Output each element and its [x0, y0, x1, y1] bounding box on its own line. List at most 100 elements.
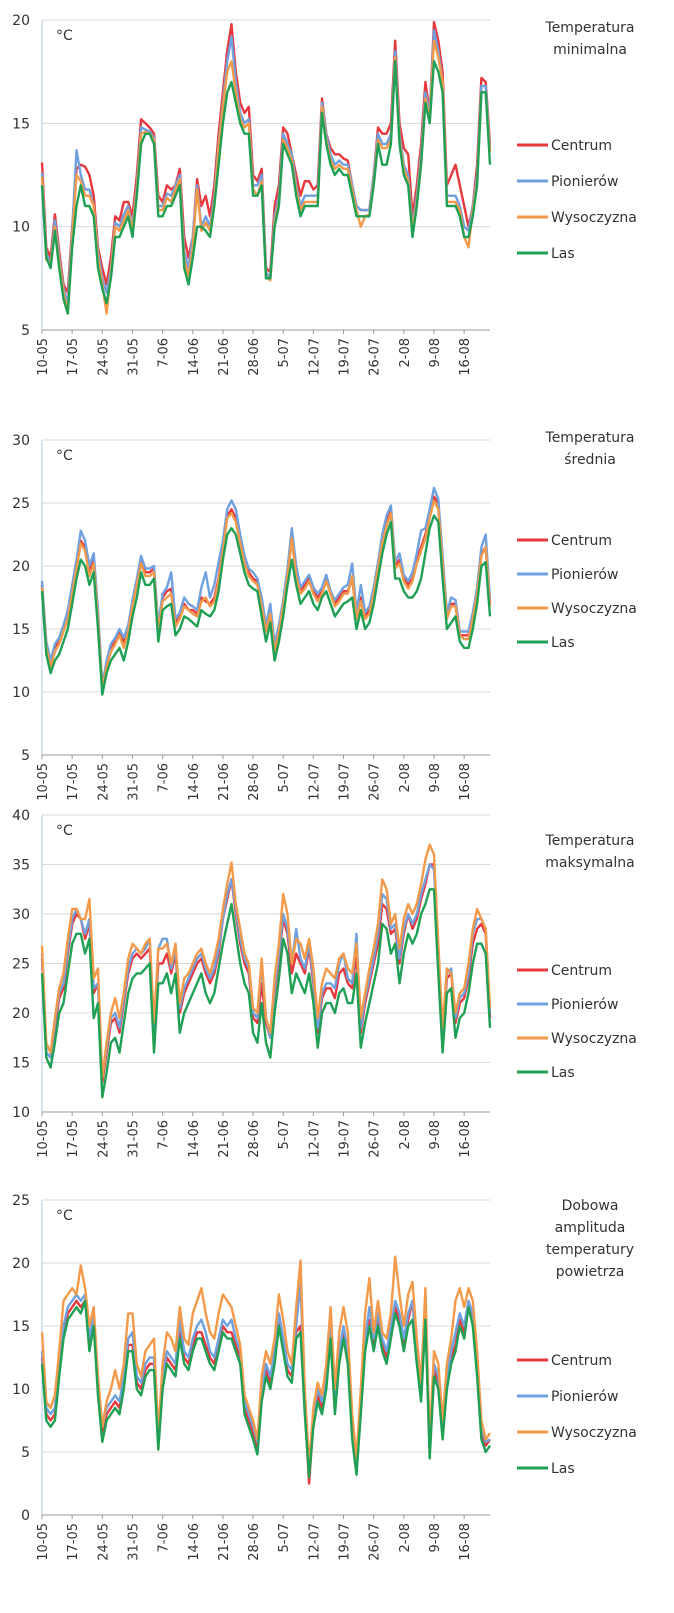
x-tick-label: 7-06 [157, 338, 172, 368]
y-tick-label: 5 [21, 748, 30, 764]
x-tick-label: 14-06 [187, 763, 202, 801]
x-tick-label: 21-06 [217, 338, 232, 376]
x-tick-label: 5-07 [277, 763, 292, 793]
legend-label: Las [551, 246, 575, 262]
x-tick-label: 19-07 [338, 1523, 353, 1561]
x-tick-label: 21-06 [217, 1523, 232, 1561]
y-tick-label: 40 [12, 808, 30, 824]
x-tick-label: 26-07 [368, 338, 383, 376]
legend-label: Pionierów [551, 567, 618, 583]
legend-label: Centrum [551, 963, 612, 979]
chart-title: Temperatura [545, 833, 635, 849]
chart-title: maksymalna [545, 855, 634, 871]
x-tick-label: 21-06 [217, 1120, 232, 1158]
x-tick-label: 7-06 [157, 1523, 172, 1553]
legend-label: Centrum [551, 533, 612, 549]
x-tick-label: 17-05 [66, 1523, 81, 1561]
x-tick-label: 28-06 [247, 1120, 262, 1158]
x-tick-label: 10-05 [36, 763, 51, 801]
chart-title: Temperatura [545, 430, 635, 446]
x-tick-label: 7-06 [157, 1120, 172, 1150]
x-tick-label: 12-07 [307, 1523, 322, 1561]
y-tick-label: 20 [12, 1256, 30, 1272]
chart-title: amplituda [555, 1220, 626, 1236]
x-tick-label: 10-05 [36, 338, 51, 376]
x-tick-label: 24-05 [96, 1120, 111, 1158]
y-tick-label: 25 [12, 496, 30, 512]
x-tick-label: 7-06 [157, 763, 172, 793]
chart-title: powietrza [556, 1264, 625, 1280]
x-tick-label: 24-05 [96, 1523, 111, 1561]
x-tick-label: 12-07 [307, 763, 322, 801]
legend-label: Pionierów [551, 1389, 618, 1405]
unit-label: °C [56, 448, 73, 464]
unit-label: °C [56, 28, 73, 44]
y-tick-label: 15 [12, 1319, 30, 1335]
x-tick-label: 9-08 [428, 1523, 443, 1553]
x-tick-label: 2-08 [398, 1120, 413, 1150]
chart-title: Dobowa [562, 1198, 619, 1214]
unit-label: °C [56, 1208, 73, 1224]
x-tick-label: 9-08 [428, 338, 443, 368]
legend-label: Pionierów [551, 997, 618, 1013]
x-tick-label: 5-07 [277, 1120, 292, 1150]
legend-label: Centrum [551, 138, 612, 154]
x-tick-label: 17-05 [66, 338, 81, 376]
x-tick-label: 16-08 [458, 1120, 473, 1158]
x-tick-label: 19-07 [338, 1120, 353, 1158]
y-tick-label: 30 [12, 433, 30, 449]
x-tick-label: 2-08 [398, 338, 413, 368]
legend-label: Wysoczyzna [551, 1425, 637, 1441]
x-tick-label: 26-07 [368, 1523, 383, 1561]
y-tick-label: 20 [12, 13, 30, 29]
x-tick-label: 17-05 [66, 1120, 81, 1158]
y-tick-label: 0 [21, 1508, 30, 1524]
x-tick-label: 24-05 [96, 763, 111, 801]
y-tick-label: 30 [12, 907, 30, 923]
x-tick-label: 26-07 [368, 763, 383, 801]
x-tick-label: 12-07 [307, 1120, 322, 1158]
chart-title: Temperatura [545, 20, 635, 36]
x-tick-label: 28-06 [247, 763, 262, 801]
x-tick-label: 14-06 [187, 1120, 202, 1158]
y-tick-label: 35 [12, 858, 30, 874]
unit-label: °C [56, 823, 73, 839]
legend-label: Pionierów [551, 174, 618, 190]
x-tick-label: 2-08 [398, 763, 413, 793]
x-tick-label: 28-06 [247, 1523, 262, 1561]
x-tick-label: 21-06 [217, 763, 232, 801]
y-tick-label: 10 [12, 1382, 30, 1398]
x-tick-label: 14-06 [187, 1523, 202, 1561]
series-line [40, 499, 492, 691]
y-tick-label: 15 [12, 1056, 30, 1072]
legend-label: Las [551, 1065, 575, 1081]
legend-label: Wysoczyzna [551, 210, 637, 226]
x-tick-label: 28-06 [247, 338, 262, 376]
series-line [40, 60, 492, 315]
y-tick-label: 10 [12, 1105, 30, 1121]
y-tick-label: 20 [12, 1006, 30, 1022]
series-line [40, 843, 492, 1079]
legend-label: Centrum [551, 1353, 612, 1369]
x-tick-label: 19-07 [338, 763, 353, 801]
legend-label: Las [551, 635, 575, 651]
x-tick-label: 26-07 [368, 1120, 383, 1158]
y-tick-label: 15 [12, 116, 30, 132]
x-tick-label: 10-05 [36, 1523, 51, 1561]
y-tick-label: 5 [21, 1445, 30, 1461]
legend-label: Wysoczyzna [551, 1031, 637, 1047]
y-tick-label: 10 [12, 220, 30, 236]
x-tick-label: 9-08 [428, 1120, 443, 1150]
x-tick-label: 16-08 [458, 338, 473, 376]
y-tick-label: 10 [12, 685, 30, 701]
x-tick-label: 5-07 [277, 1523, 292, 1553]
x-tick-label: 10-05 [36, 1120, 51, 1158]
x-tick-label: 9-08 [428, 763, 443, 793]
x-tick-label: 16-08 [458, 763, 473, 801]
chart-title: temperatury [546, 1242, 634, 1258]
x-tick-label: 31-05 [126, 338, 141, 376]
chart-title: średnia [564, 452, 616, 468]
legend-label: Wysoczyzna [551, 601, 637, 617]
x-tick-label: 31-05 [126, 1523, 141, 1561]
